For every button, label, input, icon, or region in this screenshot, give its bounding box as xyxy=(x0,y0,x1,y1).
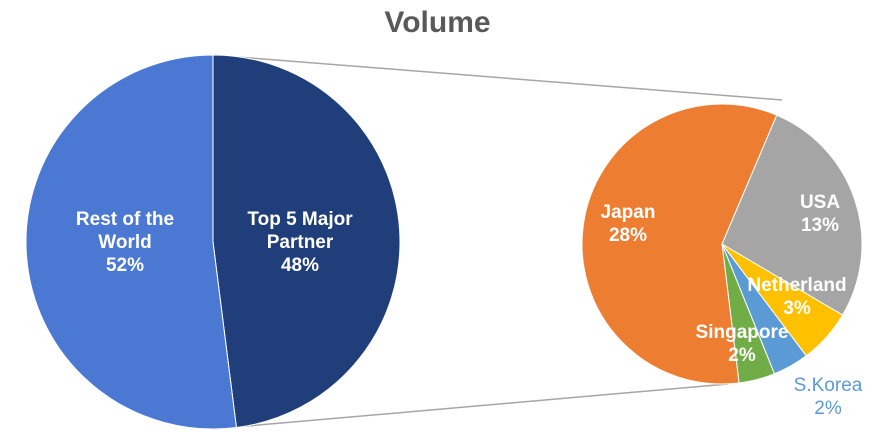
slice-label: Singapore 2% xyxy=(687,322,797,368)
value-label: 2% xyxy=(814,398,842,419)
category-label: USA xyxy=(799,192,841,214)
category-label: Singapore xyxy=(695,322,789,344)
value-label: 48% xyxy=(280,254,320,276)
pie-slice xyxy=(721,114,863,316)
slice-label: S.Korea 2% xyxy=(783,375,873,421)
connector-line xyxy=(212,54,783,101)
category-label: S.Korea xyxy=(793,375,863,397)
slice-label: Rest of the World 52% xyxy=(50,209,200,277)
category-label: Netherland xyxy=(747,275,847,297)
value-label: 3% xyxy=(783,298,811,319)
value-label: 52% xyxy=(105,254,145,276)
slice-label: Japan 28% xyxy=(588,202,668,248)
category-label: Top 5 Major Partner xyxy=(247,208,353,253)
category-label: Japan xyxy=(600,202,656,224)
pie-slice xyxy=(212,54,401,429)
value-label: 13% xyxy=(800,215,840,236)
category-label: Rest of the World xyxy=(75,208,175,253)
value-label: 2% xyxy=(728,345,756,366)
slice-label: USA 13% xyxy=(780,192,860,238)
pie-slice xyxy=(25,54,237,430)
connector-line xyxy=(212,383,729,430)
slice-label: Top 5 Major Partner 48% xyxy=(225,209,375,277)
chart-title: Volume xyxy=(384,6,491,39)
pie-slice xyxy=(581,103,778,385)
value-label: 28% xyxy=(608,225,648,246)
slice-label: Netherland 3% xyxy=(732,275,862,321)
